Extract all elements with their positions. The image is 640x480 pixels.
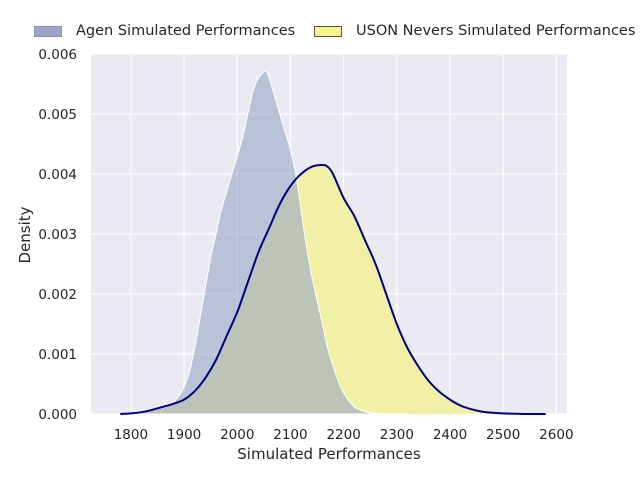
x-tick-label: 2500 — [486, 427, 520, 443]
x-tick-label: 1800 — [114, 427, 148, 443]
x-tick-label: 2000 — [220, 427, 254, 443]
x-tick-label: 2300 — [380, 427, 414, 443]
uson-density-line — [120, 163, 546, 416]
y-tick-label: 0.004 — [38, 167, 77, 183]
legend-swatch-uson — [314, 25, 342, 37]
density-series — [120, 70, 546, 416]
x-tick-labels: 1800 1900 2000 2100 2200 2300 2400 2500 2600 — [114, 427, 574, 443]
y-tick-label: 0.003 — [38, 227, 77, 243]
legend-label-agen: Agen Simulated Performances — [76, 23, 296, 39]
y-tick-label: 0.006 — [38, 47, 77, 63]
y-tick-label: 0.000 — [38, 407, 77, 423]
legend-label-uson: USON Nevers Simulated Performances — [356, 23, 636, 39]
x-axis-label: Simulated Performances — [237, 445, 421, 463]
x-tick-label: 2400 — [433, 427, 467, 443]
x-tick-label: 2100 — [273, 427, 307, 443]
y-tick-label: 0.001 — [38, 347, 77, 363]
y-tick-labels: 0.000 0.001 0.002 0.003 0.004 0.005 0.006 — [38, 47, 77, 423]
agen-density-area — [130, 70, 408, 415]
legend: Agen Simulated Performances USON Nevers … — [0, 16, 640, 46]
y-tick-label: 0.005 — [38, 107, 77, 123]
y-axis-label: Density — [16, 206, 34, 263]
legend-swatch-agen — [34, 25, 62, 37]
x-tick-label: 2200 — [326, 427, 360, 443]
legend-item-agen: Agen Simulated Performances — [34, 22, 295, 40]
y-tick-label: 0.002 — [38, 287, 77, 303]
x-tick-label: 2600 — [539, 427, 573, 443]
legend-item-uson: USON Nevers Simulated Performances — [314, 22, 635, 40]
x-tick-label: 1900 — [167, 427, 201, 443]
